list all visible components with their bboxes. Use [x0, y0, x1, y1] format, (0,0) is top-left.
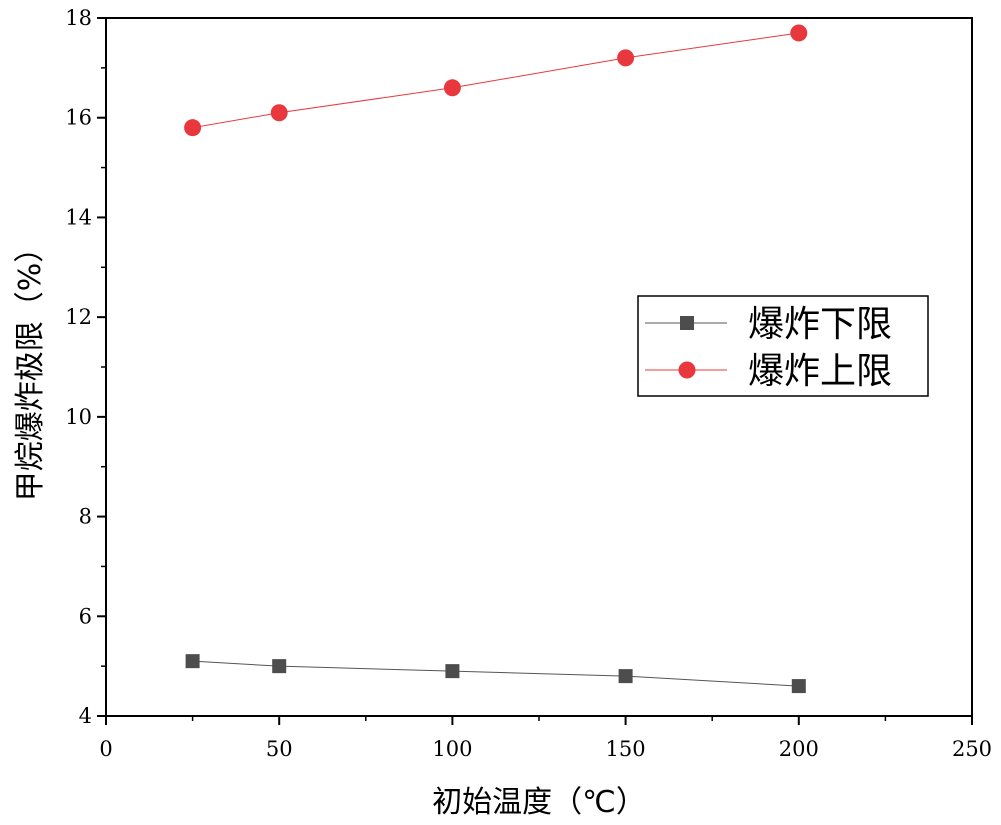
y-tick-label: 6	[79, 604, 92, 628]
legend-marker-circle	[678, 361, 696, 379]
x-tick-label: 50	[266, 737, 293, 761]
x-axis-title: 初始温度（℃）	[432, 785, 646, 820]
series-layer	[184, 24, 808, 694]
legend-item-lower-limit: 爆炸下限	[645, 304, 892, 345]
legend-item-upper-limit: 爆炸上限	[645, 351, 892, 392]
data-point-upper-limit	[443, 79, 461, 97]
x-tick-label: 250	[952, 737, 992, 761]
data-point-upper-limit	[790, 24, 808, 42]
x-tick-label: 150	[606, 737, 646, 761]
data-point-upper-limit	[617, 49, 635, 67]
legend-marker-square	[680, 316, 694, 330]
y-tick-label: 8	[79, 505, 92, 529]
x-tick-label: 0	[99, 737, 112, 761]
legend-box	[637, 295, 929, 397]
data-point-upper-limit	[184, 119, 202, 137]
legend: 爆炸下限 爆炸上限	[637, 295, 929, 397]
data-point-upper-limit	[270, 104, 288, 122]
y-tick-label: 12	[65, 305, 92, 329]
y-tick-label: 14	[65, 205, 92, 229]
x-tick-label: 100	[432, 737, 472, 761]
y-axis-title: 甲烷爆炸极限（%）	[13, 233, 48, 502]
x-axis: 0 50 100 150 200 250	[99, 716, 992, 761]
y-axis: 4 6 8 10 12 14 16 18	[65, 6, 106, 728]
x-tick-label: 200	[779, 737, 819, 761]
data-point-lower-limit	[445, 664, 460, 679]
y-tick-label: 4	[79, 704, 92, 728]
data-point-lower-limit	[618, 669, 633, 684]
legend-label-upper-limit: 爆炸上限	[748, 351, 892, 392]
legend-label-lower-limit: 爆炸下限	[748, 304, 892, 345]
data-point-lower-limit	[791, 679, 806, 694]
y-tick-label: 18	[65, 6, 92, 30]
data-point-lower-limit	[272, 659, 287, 674]
y-tick-label: 16	[65, 106, 92, 130]
data-point-lower-limit	[185, 654, 200, 669]
y-tick-label: 10	[65, 405, 92, 429]
